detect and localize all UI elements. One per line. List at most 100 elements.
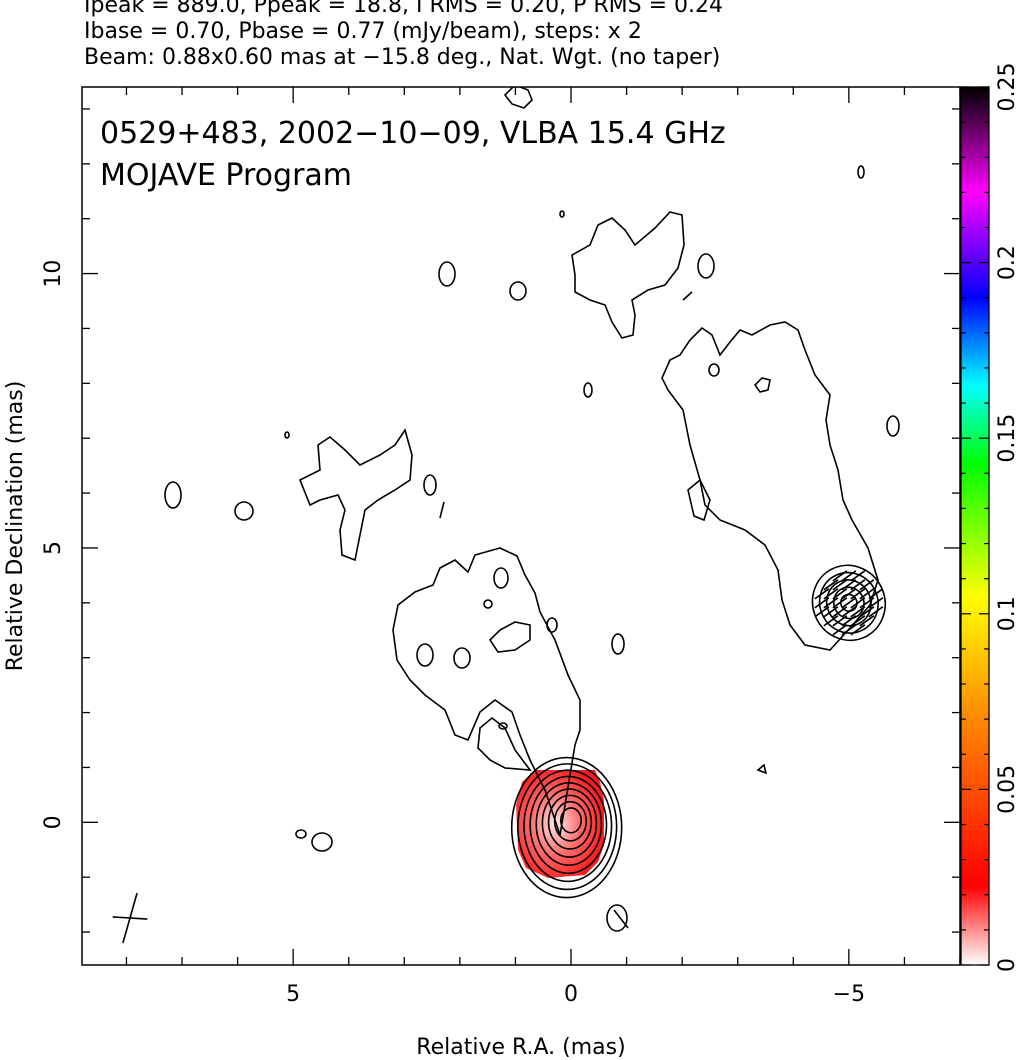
contour-island	[234, 501, 254, 521]
polarization-vector	[439, 501, 445, 519]
polarization-vector	[841, 624, 857, 636]
y-tick-label: 5	[41, 541, 66, 555]
jet-component-contour	[825, 579, 872, 627]
polarization-vector	[841, 570, 857, 582]
polarization-vector	[814, 606, 830, 618]
polarization-vector	[841, 597, 857, 609]
y-tick-label: 0	[41, 815, 66, 829]
jet-contour-inner	[477, 716, 532, 771]
contour-island	[886, 415, 900, 437]
jet-contour-north	[571, 211, 685, 339]
polarization-vector	[841, 615, 857, 627]
polarization-vector	[841, 588, 857, 600]
beam-marker	[112, 892, 148, 944]
polarization-vector	[859, 579, 875, 591]
contour-island	[583, 382, 593, 398]
core-contour	[529, 775, 608, 875]
jet-contour-southwest	[661, 321, 879, 651]
contour-island	[416, 643, 434, 667]
contour-island	[687, 478, 711, 522]
contour-island	[503, 87, 533, 109]
polarization-vector	[850, 624, 866, 636]
core-contour	[517, 763, 618, 891]
x-tick-label: −5	[833, 982, 865, 1007]
contour-island	[697, 253, 715, 279]
core-contour	[510, 756, 623, 899]
contour-island	[708, 363, 720, 377]
polarization-vector	[832, 597, 848, 609]
contour-island	[611, 633, 625, 655]
colorbar-tick-label: 0.1	[995, 596, 1020, 631]
plot-frame	[81, 86, 961, 966]
polarization-vector	[859, 606, 875, 618]
program-annotation: MOJAVE Program	[100, 158, 352, 193]
contour-island	[546, 617, 558, 633]
header-base-steps: Ibase = 0.70, Pbase = 0.77 (mJy/beam), s…	[84, 19, 642, 44]
polarization-vector	[832, 615, 848, 627]
colorbar-tick-label: 0	[995, 958, 1020, 972]
contour-island	[606, 904, 628, 932]
contour-island	[753, 377, 771, 393]
jet-component-contour	[818, 571, 879, 634]
polarization-vector	[859, 588, 875, 600]
polarization-vector	[823, 579, 839, 591]
polarization-vector	[832, 606, 848, 618]
core-contours	[510, 756, 623, 899]
core-contour	[560, 807, 583, 834]
core-contour	[523, 769, 613, 883]
polarization-vector	[832, 570, 848, 582]
polarization-vector	[823, 588, 839, 600]
polarization-vector	[814, 597, 830, 609]
jet-contour-northeast	[298, 428, 413, 562]
y-tick-label: 10	[41, 260, 66, 288]
contour-island	[756, 763, 768, 775]
header-beam: Beam: 0.88x0.60 mas at −15.8 deg., Nat. …	[84, 45, 721, 70]
contour-island	[493, 567, 509, 589]
contour-island	[295, 829, 307, 839]
polarization-vector	[850, 615, 866, 627]
polarization-vector	[832, 588, 848, 600]
polarization-vector	[832, 624, 848, 636]
source-annotation: 0529+483, 2002−10−09, VLBA 15.4 GHz	[100, 116, 726, 151]
polarization-vector	[823, 606, 839, 618]
y-axis-label: Relative Declination (mas)	[3, 381, 28, 672]
polarization-vector	[850, 588, 866, 600]
beam-minor-axis	[112, 916, 148, 920]
x-axis-label: Relative R.A. (mas)	[416, 1035, 625, 1060]
polarization-vector	[841, 606, 857, 618]
contour-island	[164, 481, 182, 509]
polarization-vector	[823, 615, 839, 627]
contour-island	[488, 621, 531, 653]
contour-island	[284, 431, 290, 439]
polarization-vector	[850, 570, 866, 582]
colorbar-tick-label: 0.05	[995, 765, 1020, 814]
contour-island	[857, 165, 865, 179]
jet-component-contour	[839, 593, 858, 612]
axis-tick-labels: 5 0 −5 0 5 10	[41, 260, 865, 1007]
colorbar-tick-label: 0.2	[995, 245, 1020, 280]
axis-ticks	[82, 87, 961, 965]
contour-island	[483, 599, 493, 609]
contour-island	[423, 474, 437, 496]
polarization-vector	[682, 291, 693, 301]
polarization-vector	[868, 606, 884, 618]
core-contour	[541, 788, 598, 858]
polarization-vector	[850, 579, 866, 591]
polarization-vector	[613, 909, 629, 929]
jet-component-contours	[811, 564, 886, 642]
contour-island	[559, 210, 565, 218]
polarization-vector	[868, 597, 884, 609]
core-polarization-patch	[516, 770, 604, 878]
colorbar	[960, 86, 990, 966]
colorbar-ticks	[961, 86, 989, 966]
contour-island	[498, 722, 508, 730]
polarization-vector	[823, 597, 839, 609]
contour-island	[438, 261, 456, 287]
polarization-vector	[850, 597, 866, 609]
header-peak-rms: Ipeak = 889.0, Ppeak = 18.8, I RMS = 0.2…	[84, 0, 723, 18]
polarization-vector	[868, 588, 884, 600]
x-tick-label: 0	[564, 982, 578, 1007]
x-tick-label: 5	[286, 982, 300, 1007]
colorbar-tick-label: 0.15	[995, 414, 1020, 463]
